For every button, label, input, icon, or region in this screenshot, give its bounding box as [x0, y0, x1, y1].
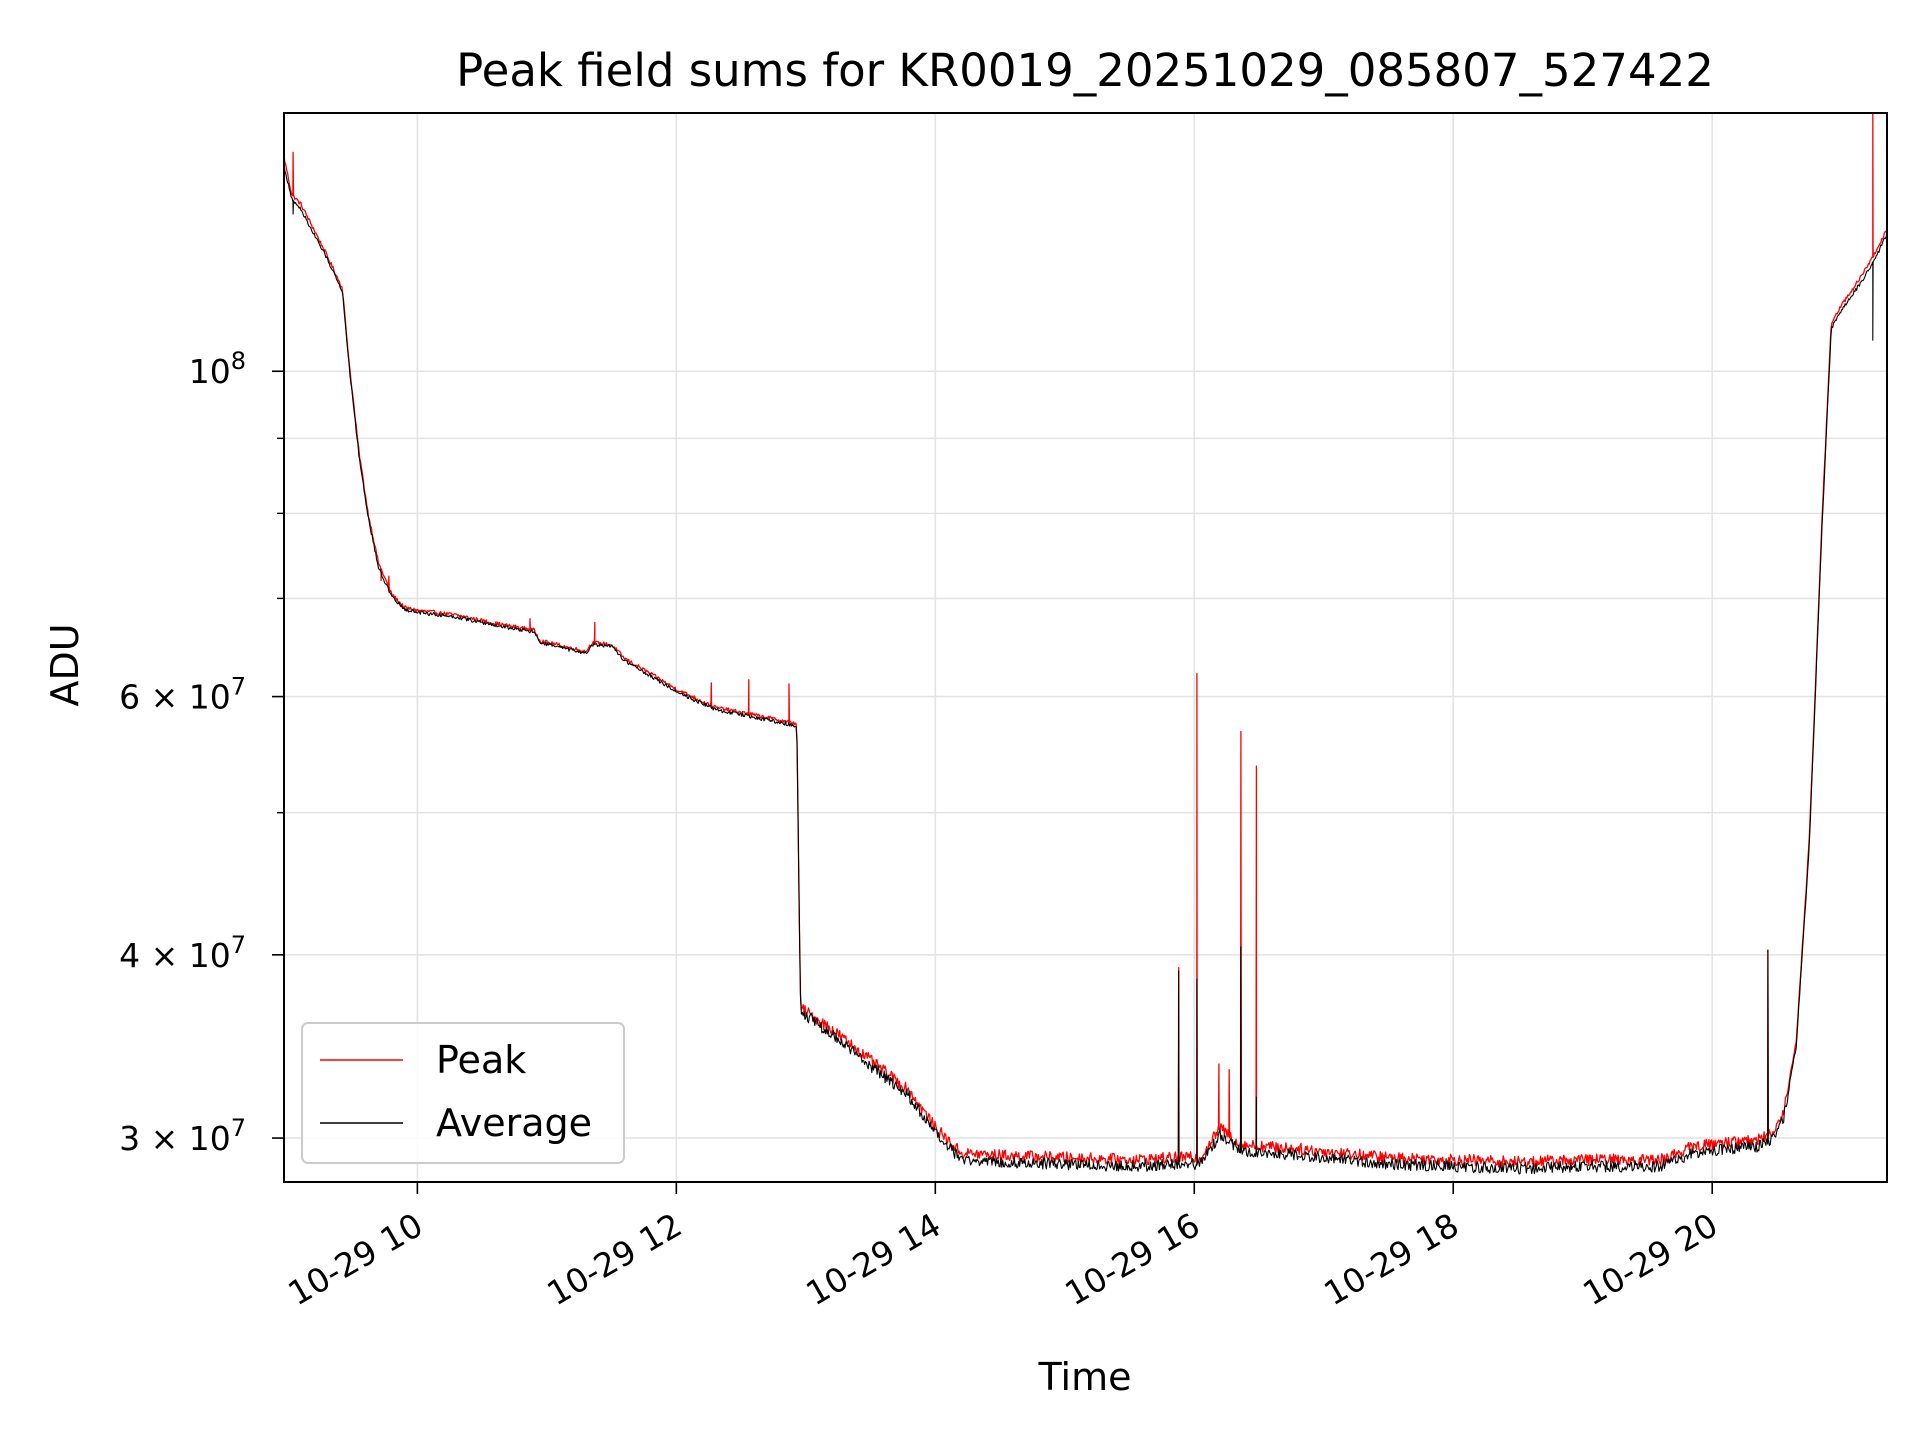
x-axis-label: Time	[1038, 1355, 1132, 1399]
series-line-average	[283, 165, 1888, 1175]
plot-frame	[283, 112, 1888, 1183]
y-tick-label-base: 10	[189, 352, 231, 391]
y-tick-label-base: 4 × 10	[119, 936, 231, 975]
series-lines	[283, 112, 1888, 1175]
y-tick-label-exponent: 7	[231, 931, 246, 959]
y-tick-label-exponent: 7	[231, 1114, 246, 1142]
legend: Peak Average	[301, 1022, 625, 1164]
chart-title: Peak field sums for KR0019_20251029_0858…	[456, 44, 1714, 97]
y-tick-label: 4 × 107	[119, 931, 246, 975]
y-tick-label-exponent: 8	[231, 347, 246, 375]
legend-label-average: Average	[436, 1101, 592, 1145]
y-tick-label: 108	[189, 347, 246, 391]
y-axis-label: ADU	[43, 623, 87, 706]
y-tick-label: 3 × 107	[119, 1114, 246, 1158]
y-tick-label: 6 × 107	[119, 673, 246, 717]
legend-box	[301, 1022, 625, 1164]
y-tick-label-base: 3 × 10	[119, 1119, 231, 1158]
legend-label-peak: Peak	[436, 1038, 526, 1082]
grid-lines	[284, 113, 1887, 1182]
series-average	[283, 165, 1888, 1175]
y-tick-label-exponent: 7	[231, 673, 246, 701]
y-tick-label-base: 6 × 10	[119, 678, 231, 717]
plot-area	[284, 113, 1887, 1182]
